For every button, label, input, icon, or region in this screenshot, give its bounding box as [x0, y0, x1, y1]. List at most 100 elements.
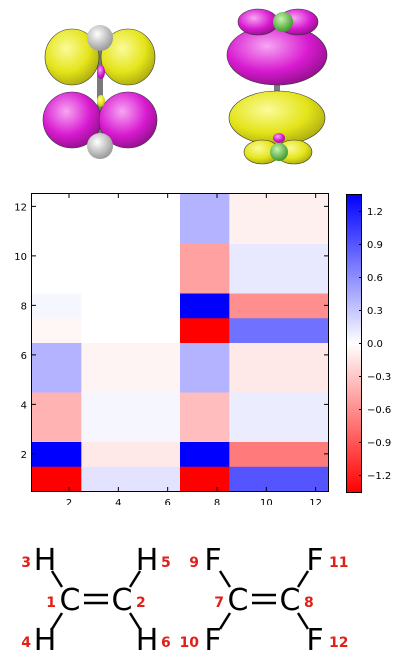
magenta-lobe — [273, 133, 285, 143]
tetrafluoroethylene-atom-number: 9 — [189, 555, 199, 571]
heatmap-cell — [229, 466, 329, 492]
heatmap-cell — [81, 317, 181, 343]
y-tick-label: 6 — [21, 351, 27, 362]
x-tick-label: 2 — [66, 498, 72, 505]
hydrogen-atom — [87, 133, 113, 159]
colorbar-tick-label: 0.3 — [367, 306, 383, 317]
heatmap-cell — [180, 317, 230, 343]
tetrafluoroethylene-atom-number: 7 — [214, 595, 224, 611]
bond-line — [296, 570, 310, 588]
tetrafluoroethylene-atom-number: 8 — [304, 595, 314, 611]
x-tick-label: 12 — [309, 498, 322, 505]
tetrafluoroethylene-atom-s3: F — [204, 623, 221, 650]
tetrafluoroethylene-atom-c1: C — [228, 583, 249, 618]
colorbar-tick-label: 1.2 — [367, 207, 383, 218]
bond-line — [128, 612, 142, 630]
hydrogen-atom — [87, 25, 113, 51]
tetrafluoroethylene-atom-s1: F — [204, 543, 221, 578]
magenta-lobe — [98, 91, 158, 149]
heatmap-cell — [180, 466, 230, 492]
ethylene-orbital — [42, 25, 158, 159]
ethylene-atom-s2: H — [136, 543, 159, 578]
ethylene-atom-number: 3 — [21, 555, 31, 571]
yellow-lobe — [100, 28, 156, 86]
ethylene-atom-c1: C — [60, 583, 81, 618]
ethylene-atom-number: 1 — [46, 595, 56, 611]
y-tick-label: 12 — [14, 202, 27, 213]
bond-line — [50, 570, 64, 588]
colorbar-tick-label: −1.2 — [367, 471, 391, 482]
tetrafluoroethylene-atom-s2: F — [306, 543, 323, 578]
heatmap-cell — [180, 342, 230, 393]
magenta-lobe — [226, 24, 328, 86]
heatmap-cell — [32, 466, 82, 492]
heatmap-cell — [32, 243, 82, 294]
tetrafluoroethylene-atom-s4: F — [306, 623, 323, 650]
heatmap-cell — [180, 441, 230, 467]
colorbar-tick-label: −0.6 — [367, 405, 391, 416]
heatmap-cell — [81, 466, 181, 492]
heatmap-cell — [32, 392, 82, 442]
magenta-lobe — [97, 65, 105, 79]
ethylene-atom-number: 2 — [136, 595, 146, 611]
tetrafluoroethylene-orbital — [226, 8, 328, 165]
fluorine-atom — [273, 12, 293, 32]
heatmap-cell — [81, 243, 181, 294]
x-tick-label: 8 — [214, 498, 220, 505]
yellow-lobe — [97, 95, 105, 107]
x-tick-label: 4 — [115, 498, 121, 505]
colorbar-tick-label: −0.3 — [367, 372, 391, 383]
bond-line — [50, 612, 64, 630]
y-tick-label: 2 — [21, 450, 27, 461]
tetrafluoroethylene-atom-number: 10 — [180, 635, 200, 650]
ethylene-atom-number: 5 — [161, 555, 171, 571]
tetrafluoroethylene-atom-c2: C — [280, 583, 301, 618]
ethylene-atom-number: 4 — [21, 635, 31, 650]
heatmap-cell — [229, 293, 329, 319]
plot-frame — [31, 193, 329, 492]
heatmap-cell — [81, 194, 181, 244]
x-tick-label: 6 — [164, 498, 170, 505]
ethylene-atom-number: 6 — [161, 635, 171, 650]
orbital-renderings — [42, 8, 328, 165]
bond-line — [128, 570, 142, 588]
heatmap-cell — [180, 243, 230, 294]
heatmap-cell — [180, 194, 230, 244]
tetrafluoroethylene-atom-number: 12 — [329, 635, 348, 650]
heatmap-cell — [81, 392, 181, 442]
yellow-lobe — [44, 28, 100, 86]
bond-line — [218, 570, 232, 588]
colorbar-tick-label: 0.6 — [367, 273, 383, 284]
y-tick-label: 10 — [14, 252, 27, 263]
heatmap-cell — [32, 342, 82, 393]
heatmap-cell — [32, 441, 82, 467]
heatmap-cell — [229, 441, 329, 467]
y-tick-label: 4 — [21, 400, 27, 411]
colorbar-tick-label: −0.9 — [367, 438, 391, 449]
heatmap-cell — [229, 392, 329, 442]
y-tick-label: 8 — [21, 301, 27, 312]
heatmap-cell — [32, 293, 82, 319]
heatmap-cell — [229, 342, 329, 393]
colorbar-ticks: 1.2 0.9 0.6 0.3 0.0 −0.3 −0.6 −0.9 −1.2 — [359, 207, 391, 482]
heatmap-cell — [81, 293, 181, 319]
tetrafluoroethylene-atom-number: 11 — [329, 555, 348, 571]
heatmap-cell — [180, 293, 230, 319]
x-axis-ticks: 2 4 6 8 10 12 — [66, 194, 322, 505]
ethylene-atom-s3: H — [34, 623, 57, 650]
heatmap-cell — [229, 317, 329, 343]
y-axis-ticks: 2 4 6 8 10 12 — [14, 202, 328, 461]
bond-line — [296, 612, 310, 630]
bond-rod — [97, 30, 103, 148]
ethylene-atom-s1: H — [34, 543, 57, 578]
ethylene-atom-s4: H — [136, 623, 159, 650]
heatmap-chart: 2 4 6 8 10 12 2 4 6 8 10 12 1.2 0.9 0.6 0.3 0.0 −0.3 −0.… — [14, 193, 391, 505]
x-tick-label: 10 — [260, 498, 273, 505]
heatmap-cell — [180, 392, 230, 442]
heatmap-cell — [81, 441, 181, 467]
heatmap-cell — [32, 317, 82, 343]
ethylene-atom-c2: C — [112, 583, 133, 618]
colorbar-tick-label: 0.0 — [367, 339, 383, 350]
